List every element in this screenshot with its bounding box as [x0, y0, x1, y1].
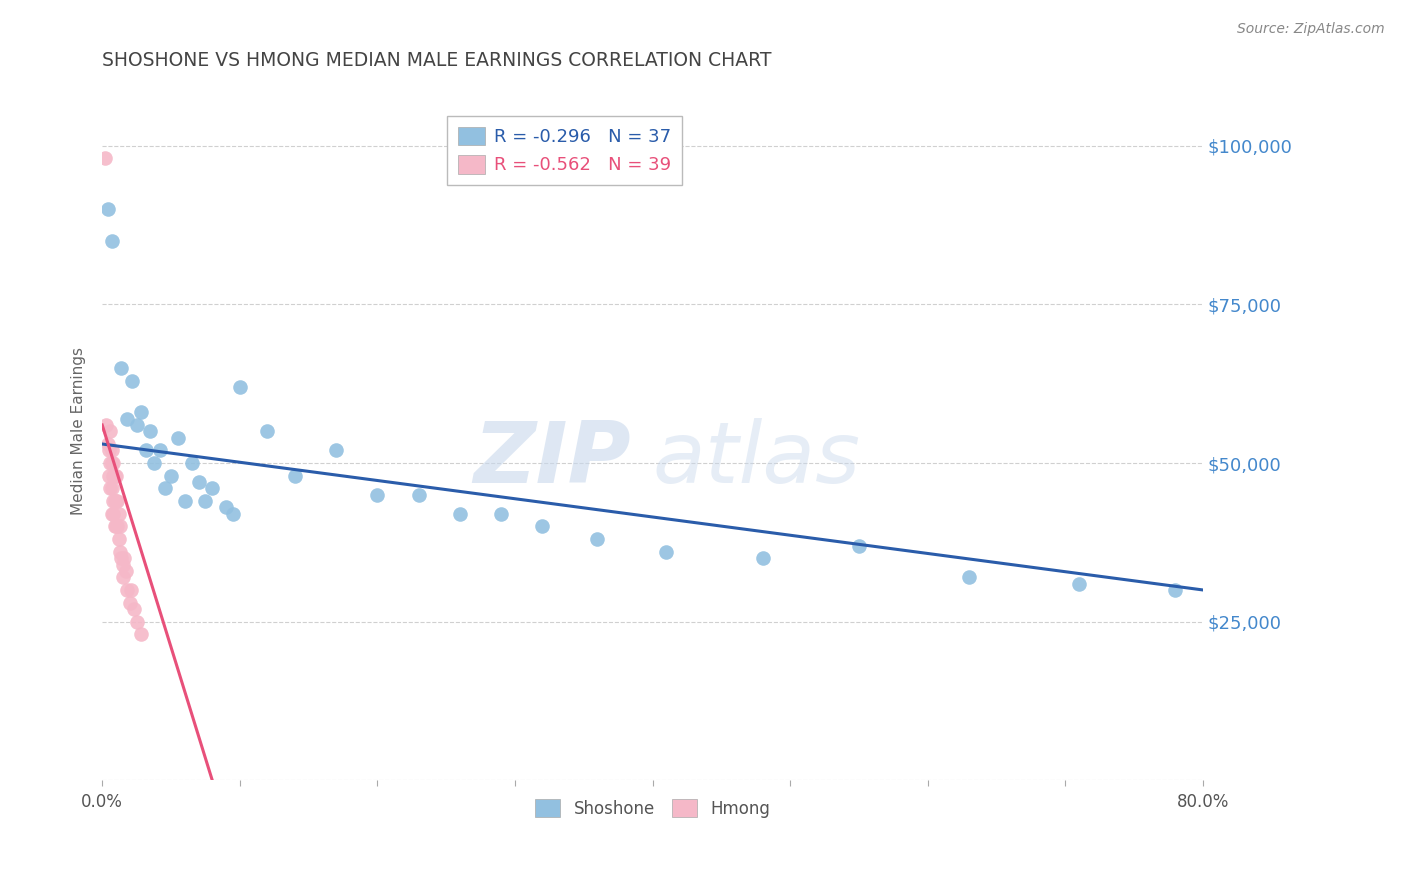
Point	[100, 425, 122, 439]
Point	[105, 519, 128, 533]
Point	[101, 456, 124, 470]
Point	[201, 482, 224, 496]
Point	[751, 551, 773, 566]
Point	[110, 551, 132, 566]
Point	[531, 519, 554, 533]
Point	[408, 488, 430, 502]
Point	[1164, 582, 1187, 597]
Point	[129, 405, 152, 419]
Point	[194, 494, 217, 508]
Point	[111, 570, 134, 584]
Text: Source: ZipAtlas.com: Source: ZipAtlas.com	[1237, 22, 1385, 37]
Point	[107, 507, 129, 521]
Point	[160, 468, 183, 483]
Point	[129, 627, 152, 641]
Point	[103, 468, 125, 483]
Point	[98, 443, 121, 458]
Point	[229, 380, 252, 394]
Point	[97, 202, 120, 217]
Point	[108, 545, 131, 559]
Point	[105, 494, 128, 508]
Point	[173, 494, 195, 508]
Point	[215, 500, 238, 515]
Point	[96, 417, 118, 432]
Point	[139, 425, 162, 439]
Point	[100, 456, 122, 470]
Point	[100, 482, 122, 496]
Point	[122, 602, 145, 616]
Point	[284, 468, 307, 483]
Point	[101, 443, 124, 458]
Point	[104, 468, 127, 483]
Point	[108, 519, 131, 533]
Point	[489, 507, 512, 521]
Point	[104, 519, 127, 533]
Point	[155, 482, 177, 496]
Point	[655, 545, 678, 559]
Point	[366, 488, 388, 502]
Point	[104, 494, 127, 508]
Text: atlas: atlas	[652, 417, 860, 500]
Point	[98, 468, 121, 483]
Point	[97, 437, 120, 451]
Text: ZIP: ZIP	[472, 417, 630, 500]
Point	[103, 494, 125, 508]
Point	[167, 431, 190, 445]
Point	[125, 417, 148, 432]
Point	[120, 582, 142, 597]
Point	[957, 570, 980, 584]
Point	[112, 551, 135, 566]
Point	[101, 482, 124, 496]
Point	[114, 564, 136, 578]
Point	[110, 360, 132, 375]
Point	[180, 456, 202, 470]
Point	[848, 539, 870, 553]
Point	[101, 234, 124, 248]
Point	[101, 507, 124, 521]
Point	[118, 596, 141, 610]
Point	[111, 558, 134, 572]
Point	[256, 425, 278, 439]
Point	[115, 411, 138, 425]
Y-axis label: Median Male Earnings: Median Male Earnings	[72, 347, 86, 516]
Point	[94, 152, 117, 166]
Point	[135, 443, 157, 458]
Point	[121, 374, 143, 388]
Point	[115, 582, 138, 597]
Point	[104, 519, 127, 533]
Point	[449, 507, 471, 521]
Point	[1067, 576, 1090, 591]
Point	[104, 494, 127, 508]
Point	[222, 507, 245, 521]
Point	[103, 507, 125, 521]
Point	[143, 456, 166, 470]
Point	[103, 456, 125, 470]
Point	[125, 615, 148, 629]
Point	[107, 532, 129, 546]
Point	[187, 475, 209, 489]
Point	[325, 443, 347, 458]
Point	[586, 532, 609, 546]
Text: SHOSHONE VS HMONG MEDIAN MALE EARNINGS CORRELATION CHART: SHOSHONE VS HMONG MEDIAN MALE EARNINGS C…	[103, 51, 772, 70]
Point	[149, 443, 172, 458]
Legend: Shoshone, Hmong: Shoshone, Hmong	[529, 793, 776, 824]
Point	[104, 468, 127, 483]
